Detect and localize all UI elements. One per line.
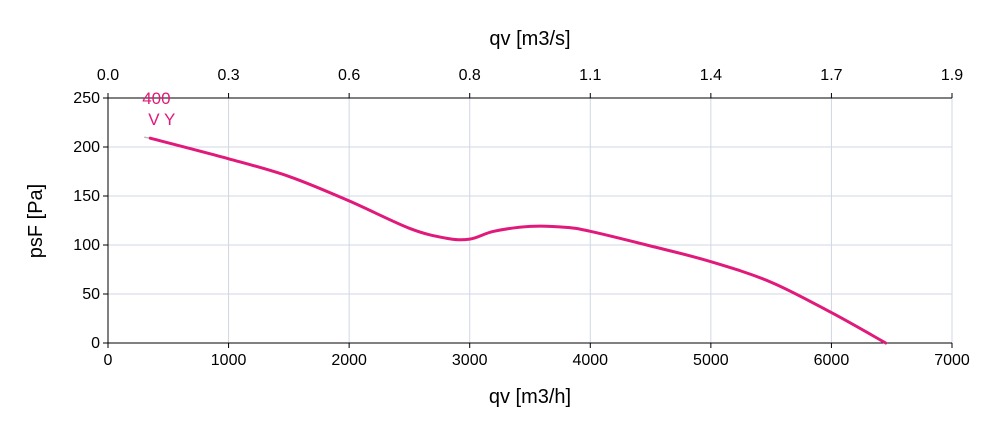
curve-label: V Y xyxy=(148,110,175,129)
x-tick-label: 1000 xyxy=(211,352,247,369)
series-line xyxy=(148,136,888,345)
y-tick-label: 0 xyxy=(91,335,100,352)
x2-axis-ticks: 0.0 0.3 0.6 0.8 1.1 1.4 1.7 1.9 xyxy=(97,67,963,98)
x-tick-label: 7000 xyxy=(934,352,970,369)
y-tick-label: 200 xyxy=(73,139,100,156)
x-tick-label: 0 xyxy=(104,352,113,369)
curve-label: 400 xyxy=(142,89,170,108)
x-tick-label: 2000 xyxy=(331,352,367,369)
x-axis-title: qv [m3/h] xyxy=(489,386,571,408)
y-tick-label: 50 xyxy=(82,286,100,303)
y-axis-ticks: 0 50 100 150 200 250 xyxy=(73,90,108,352)
x-tick-label: 6000 xyxy=(814,352,850,369)
y-tick-label: 100 xyxy=(73,237,100,254)
x-tick-label: 5000 xyxy=(693,352,729,369)
y-tick-label: 250 xyxy=(73,90,100,107)
x-tick-label: 4000 xyxy=(572,352,608,369)
x-axis-ticks: 0 1000 2000 3000 4000 5000 6000 7000 xyxy=(104,343,970,369)
y-axis-title: psF [Pa] xyxy=(25,184,47,258)
x2-tick-label: 0.3 xyxy=(217,67,239,84)
x2-tick-label: 0.6 xyxy=(338,67,360,84)
x2-tick-label: 1.9 xyxy=(941,67,963,84)
x2-tick-label: 1.1 xyxy=(579,67,601,84)
axes xyxy=(107,97,952,344)
x2-axis-title: qv [m3/s] xyxy=(489,28,570,50)
x2-tick-label: 1.4 xyxy=(700,67,722,84)
x2-tick-label: 0.8 xyxy=(459,67,481,84)
y-tick-label: 150 xyxy=(73,188,100,205)
grid xyxy=(108,97,953,343)
x-tick-label: 3000 xyxy=(452,352,488,369)
x2-tick-label: 1.7 xyxy=(820,67,842,84)
series-group: 400 V Y xyxy=(142,89,888,345)
x2-tick-label: 0.0 xyxy=(97,67,119,84)
